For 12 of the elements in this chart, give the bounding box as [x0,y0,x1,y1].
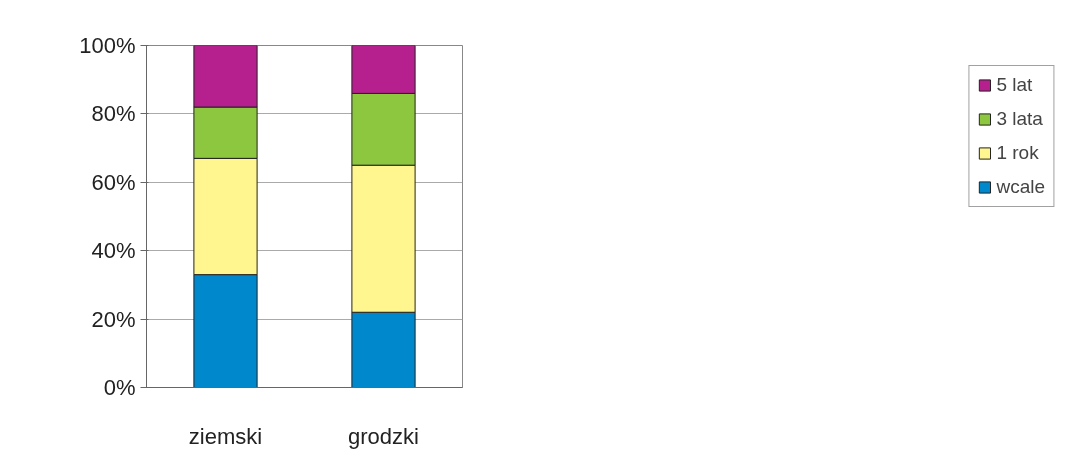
y-tick-label: 20% [91,306,136,332]
legend-label: wcale [996,176,1045,198]
y-tick-label: 40% [91,238,136,264]
y-tick-label: 100% [79,33,136,58]
legend-label: 1 rok [996,142,1039,164]
y-tick-label: 60% [91,169,136,195]
legend-label: 3 lata [996,108,1043,130]
legend-label: 5 lat [996,74,1033,96]
x-tick-label: ziemski [188,423,263,449]
y-tick-label: 0% [103,375,136,400]
y-tick-label: 80% [91,101,136,127]
x-tick-label: grodzki [348,423,419,449]
